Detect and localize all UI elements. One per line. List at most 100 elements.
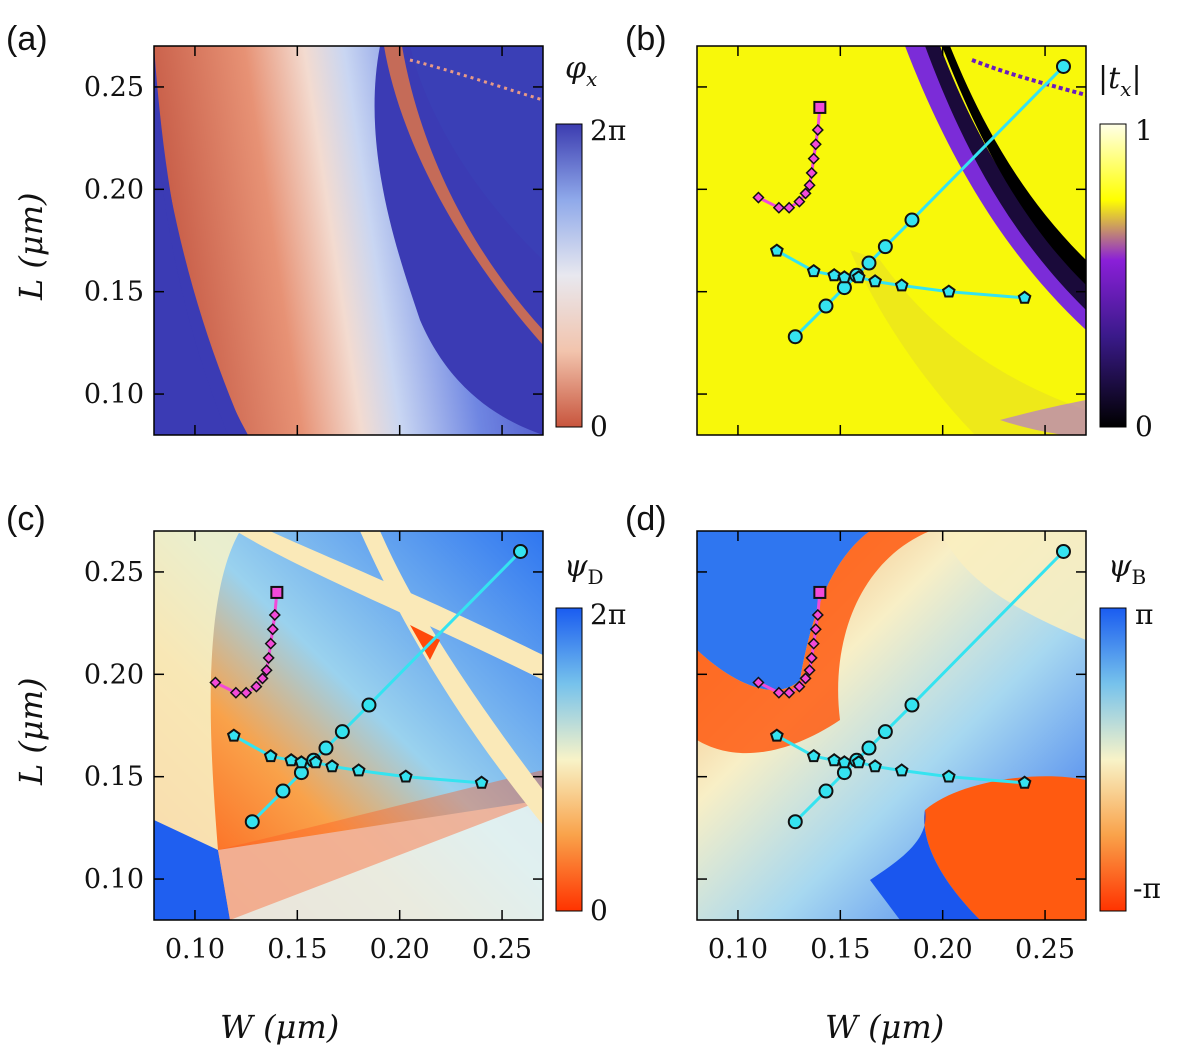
cyan-pentagons-point bbox=[851, 270, 866, 284]
colorbar-label-d: ψB bbox=[1108, 549, 1146, 589]
magenta-diamonds-point bbox=[268, 608, 281, 622]
cyan-pentagons-point bbox=[851, 755, 866, 769]
panel-tag-d: (d) bbox=[625, 500, 667, 538]
y-tick-label-c: 0.15 bbox=[84, 762, 144, 793]
cyan-pentagons-point bbox=[351, 763, 366, 777]
cyan-pentagons-point bbox=[1017, 290, 1032, 304]
y-tick-label-a: 0.10 bbox=[84, 379, 144, 410]
cyan-circles-point bbox=[512, 543, 528, 559]
heatmap-a bbox=[154, 46, 543, 435]
cyan-pentagons-point bbox=[226, 728, 241, 742]
plot-frame-c bbox=[153, 530, 544, 921]
magenta-diamonds-point bbox=[811, 123, 824, 137]
magenta-square-point bbox=[813, 585, 827, 599]
magenta-diamonds-point bbox=[229, 686, 242, 699]
heatmap-c bbox=[154, 531, 543, 920]
ticks-layer: 0.10 0.15 0.20 0.25 0.10 0.15 0.20 0.25 0.10 0.15… bbox=[84, 46, 1086, 965]
x-tick-label-c: 0.20 bbox=[370, 934, 430, 965]
magenta-diamonds-point bbox=[240, 686, 253, 699]
trajectories-layer bbox=[209, 58, 1071, 830]
plot-frame-a bbox=[153, 45, 544, 436]
panel-b: (b) |tx| 1 0 bbox=[625, 20, 1153, 443]
magenta-diamonds-point bbox=[811, 608, 824, 622]
y-tick-label-a: 0.25 bbox=[84, 72, 144, 103]
panel-tag-b: (b) bbox=[625, 20, 667, 58]
colorbar-max-d: π bbox=[1135, 598, 1153, 631]
y-tick-label-c: 0.10 bbox=[84, 864, 144, 895]
magenta-diamonds-point bbox=[805, 166, 818, 179]
panel-c: (c) ψD 2π 0 bbox=[6, 500, 626, 927]
cyan-circles-point bbox=[904, 212, 920, 228]
x-tick-label-d: 0.25 bbox=[1015, 934, 1075, 965]
magenta-diamonds-point bbox=[807, 637, 820, 650]
panel-d: (d) ψB π -π bbox=[625, 500, 1161, 921]
magenta-diamonds-point bbox=[809, 623, 822, 636]
cyan-circles-point bbox=[275, 783, 291, 799]
x-tick-label-d: 0.10 bbox=[708, 934, 768, 965]
colorbar-a bbox=[555, 123, 583, 428]
x-tick-label-c: 0.25 bbox=[472, 934, 532, 965]
cyan-pentagons-point bbox=[806, 263, 821, 278]
cyan-pentagons-point bbox=[398, 769, 413, 783]
colorbar-max-c: 2π bbox=[590, 598, 626, 631]
cyan-pentagons-point bbox=[1017, 775, 1032, 789]
cyan-circles-point bbox=[787, 329, 803, 345]
cyan-pentagons-point bbox=[941, 769, 956, 783]
colorbar-label-a: φx bbox=[565, 51, 597, 91]
cyan-pentagons-point bbox=[294, 755, 309, 769]
cyan-circles-point bbox=[818, 298, 834, 314]
x-tick-label-d: 0.15 bbox=[810, 934, 870, 965]
cyan-pentagons-point bbox=[263, 748, 278, 763]
x-tick-label-c: 0.15 bbox=[267, 934, 327, 965]
heatmap-b bbox=[697, 46, 1086, 435]
cyan-circles-point bbox=[1055, 58, 1071, 74]
y-tick-label-a: 0.15 bbox=[84, 277, 144, 308]
cyan-circles-point bbox=[818, 783, 834, 799]
x-tick-label-d: 0.20 bbox=[913, 934, 973, 965]
panel-tag-c: (c) bbox=[6, 500, 46, 538]
cyan-circles-point bbox=[1055, 543, 1071, 559]
y-tick-label-a: 0.20 bbox=[84, 174, 144, 205]
magenta-square-point bbox=[270, 585, 284, 599]
cyan-circles-point bbox=[787, 814, 803, 830]
y-tick-label-c: 0.25 bbox=[84, 557, 144, 588]
magenta-diamonds-point bbox=[783, 201, 796, 214]
panel-tag-a: (a) bbox=[6, 20, 48, 58]
cyan-circles-point bbox=[877, 724, 893, 740]
x-axis-label-right: W (μm) bbox=[825, 1008, 944, 1046]
colorbar-min-c: 0 bbox=[590, 894, 608, 927]
cyan-pentagons-point bbox=[827, 753, 842, 767]
colorbar-c bbox=[555, 607, 583, 912]
magenta-diamonds-point bbox=[793, 680, 806, 693]
magenta-diamonds-point bbox=[260, 664, 273, 677]
cyan-pentagons-point bbox=[837, 270, 852, 284]
y-axis-label-bottom: L (μm) bbox=[12, 677, 50, 786]
magenta-diamonds-point bbox=[752, 191, 765, 204]
magenta-diamonds-point bbox=[803, 664, 816, 677]
cyan-pentagons-point bbox=[868, 759, 882, 773]
colorbar-max-b: 1 bbox=[1135, 114, 1153, 147]
colorbar-d bbox=[1099, 607, 1127, 912]
magenta-diamonds-point bbox=[807, 152, 820, 165]
magenta-diamonds-point bbox=[803, 179, 816, 192]
plot-frame-d bbox=[696, 530, 1087, 921]
magenta-diamonds-point bbox=[809, 138, 822, 151]
colorbar-label-b: |tx| bbox=[1098, 61, 1142, 101]
colorbar-min-d: -π bbox=[1133, 872, 1161, 905]
cyan-pentagons-point bbox=[894, 763, 909, 777]
cyan-circles-point bbox=[861, 255, 877, 271]
magenta-diamonds-point bbox=[264, 637, 277, 650]
cyan-pentagons-point bbox=[325, 759, 339, 773]
y-axis-label-top: L (μm) bbox=[12, 192, 50, 301]
x-axis-label-left: W (μm) bbox=[220, 1008, 339, 1046]
magenta-diamonds-point bbox=[793, 195, 806, 208]
cyan-pentagons-point bbox=[868, 274, 882, 288]
magenta-diamonds-point bbox=[266, 623, 279, 636]
cyan-circles-point bbox=[318, 740, 334, 756]
cyan-pentagons-point bbox=[284, 753, 299, 767]
cyan-pentagons-point bbox=[769, 728, 784, 742]
magenta-diamonds-point bbox=[799, 672, 812, 685]
cyan-pentagons-point bbox=[894, 278, 909, 292]
magenta-square-point bbox=[813, 100, 827, 114]
